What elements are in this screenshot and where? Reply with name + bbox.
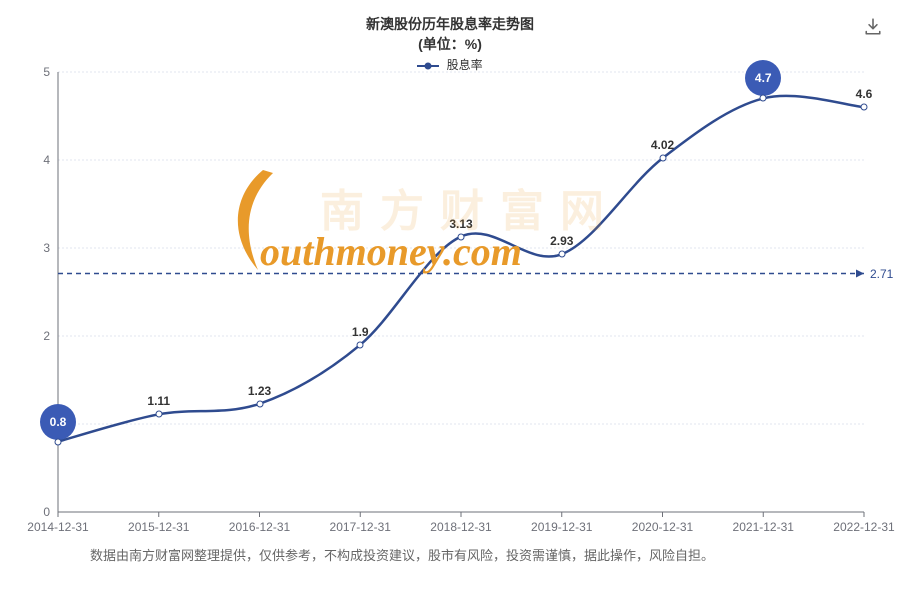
data-point [760,95,767,102]
data-label: 1.11 [147,394,170,408]
data-label: 4.6 [856,87,873,101]
data-point [357,341,364,348]
y-tick-label: 4 [43,153,58,167]
legend-label: 股息率 [447,58,483,72]
legend-marker [417,65,439,67]
x-tick-label: 2015-12-31 [128,512,189,534]
data-point [256,400,263,407]
data-label: 1.9 [352,325,369,339]
download-icon[interactable] [864,18,882,36]
data-label: 1.23 [248,384,271,398]
y-tick-label: 3 [43,241,58,255]
y-tick-label: 2 [43,329,58,343]
x-tick-label: 2014-12-31 [27,512,88,534]
x-tick-label: 2016-12-31 [229,512,290,534]
emphasis-bubble-label: 4.7 [755,71,772,85]
x-tick-label: 2020-12-31 [632,512,693,534]
x-tick-label: 2017-12-31 [330,512,391,534]
data-label: 4.02 [651,138,674,152]
emphasis-bubble-label: 0.8 [50,415,67,429]
chart-container: 新澳股份历年股息率走势图 (单位：%) .legend-marker::afte… [0,0,900,600]
chart-title-line1: 新澳股份历年股息率走势图 [0,14,900,34]
x-tick-label: 2021-12-31 [733,512,794,534]
x-tick-label: 2022-12-31 [833,512,894,534]
data-point [55,438,62,445]
chart-title-line2: (单位：%) [0,34,900,54]
y-tick-label: 5 [43,65,58,79]
disclaimer-text: 数据由南方财富网整理提供，仅供参考，不构成投资建议，股市有风险，投资需谨慎，据此… [90,546,830,567]
data-point [558,251,565,258]
plot-area: 0123452014-12-312015-12-312016-12-312017… [58,72,864,512]
reference-line-label: 2.71 [864,267,893,281]
x-tick-label: 2019-12-31 [531,512,592,534]
chart-title: 新澳股份历年股息率走势图 (单位：%) [0,14,900,54]
x-tick-label: 2018-12-31 [430,512,491,534]
data-point [861,104,868,111]
watermark-en: outhmoney.com [260,228,522,275]
data-point [659,155,666,162]
data-point [155,411,162,418]
